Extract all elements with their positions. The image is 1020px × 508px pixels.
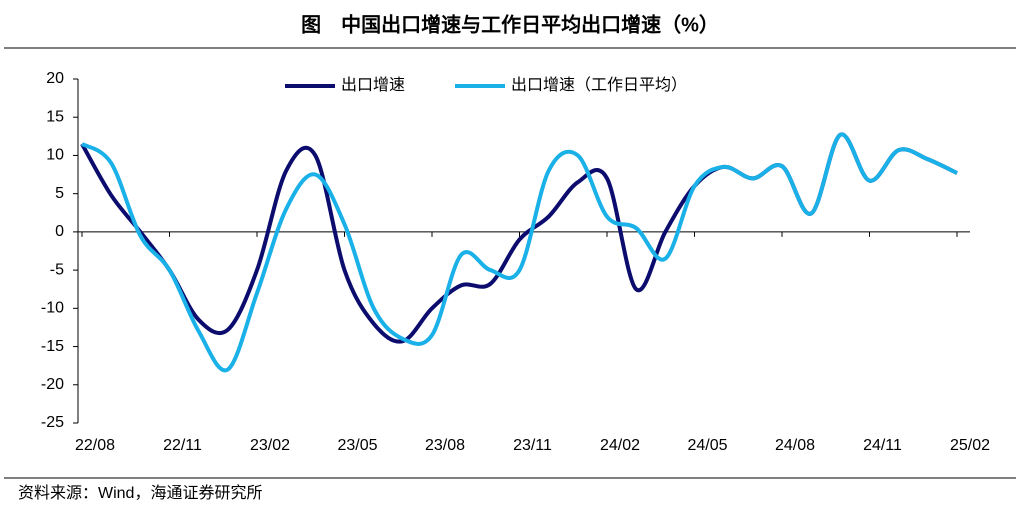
series-line [80,132,958,373]
y-tick-label: 20 [46,70,64,87]
legend-label: 出口增速 [341,76,405,94]
y-tick-label: 10 [46,147,64,164]
x-tick-label: 23/02 [250,437,290,454]
x-tick-label: 23/11 [513,437,552,454]
y-tick-label: 15 [46,108,64,125]
x-tick-label: 25/02 [950,437,990,454]
x-tick-label: 24/08 [775,437,815,454]
y-tick-label: 5 [55,185,64,202]
source: 资料来源：Wind，海通证券研究所 [18,484,262,502]
x-tick-label: 24/02 [600,437,640,454]
y-tick-label: -20 [41,376,64,393]
x-tick-label: 24/11 [863,437,902,454]
y-tick-label: -10 [41,300,64,317]
x-tick-label: 23/05 [337,437,377,454]
x-tick-label: 24/05 [687,437,727,454]
series-line [80,132,958,344]
chart-title: 图 中国出口增速与工作日平均出口增速（%） [301,12,719,36]
y-tick-label: -5 [50,261,64,278]
y-tick-label: -25 [41,414,64,431]
y-tick-label: 0 [55,223,64,240]
legend-label: 出口增速（工作日平均） [511,76,687,94]
x-tick-label: 22/08 [75,437,115,454]
x-tick-label: 23/08 [425,437,465,454]
x-tick-label: 22/11 [163,437,202,454]
y-tick-label: -15 [41,338,64,355]
